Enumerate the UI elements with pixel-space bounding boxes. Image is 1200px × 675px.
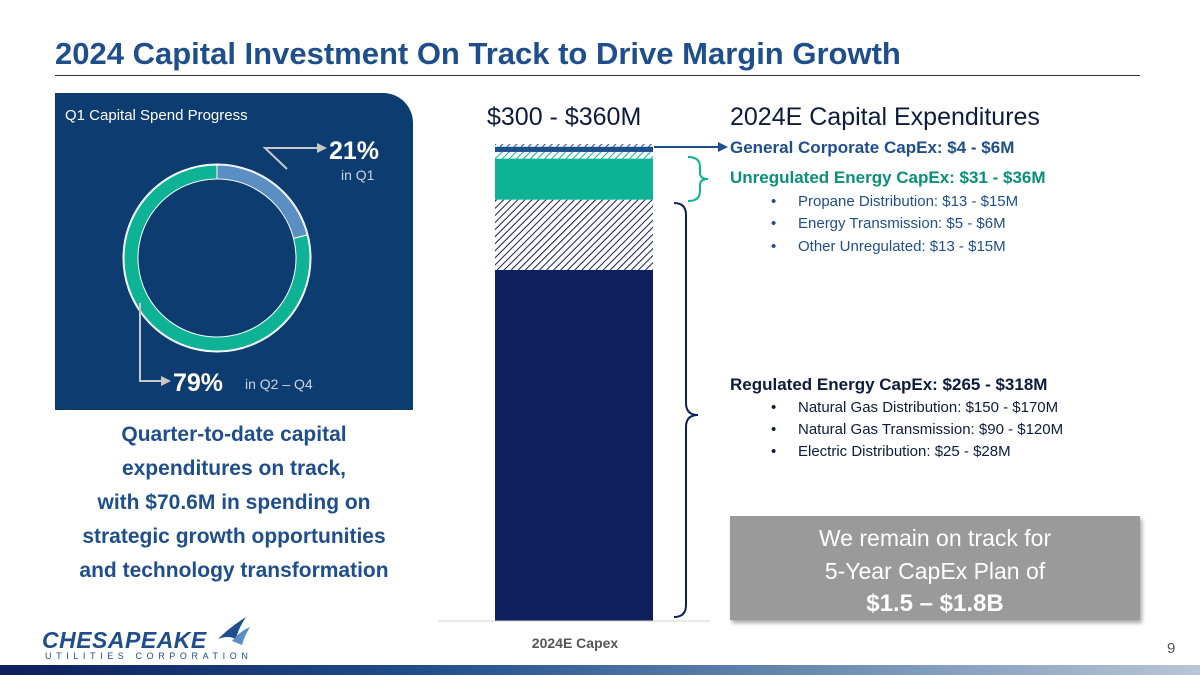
callout-line-2: 5-Year CapEx Plan of (824, 558, 1046, 584)
q1-spend-panel: Q1 Capital Spend Progress 21% in Q1 79% … (55, 93, 413, 410)
callout-line-3: $1.5 – $1.8B (866, 590, 1004, 617)
regulated-item: Natural Gas Transmission: $90 - $120M (798, 421, 1064, 438)
unregulated-item: Energy Transmission: $5 - $6M (798, 215, 1006, 232)
q1-connector-line (262, 147, 317, 170)
rest-percent-label: in Q2 – Q4 (245, 376, 313, 392)
donut-slice-q2-q4 (123, 164, 311, 352)
general-corporate-label: General Corporate CapEx: $4 - $6M (730, 138, 1015, 157)
quote-line: expenditures on track, (121, 457, 347, 480)
unregulated-brace (687, 156, 709, 202)
quote-line: Quarter-to-date capital (121, 423, 347, 446)
bullet-icon: • (771, 193, 777, 210)
q1-percent-label: in Q1 (341, 167, 375, 183)
footer-gradient-bar (0, 665, 1200, 675)
regulated-brace (673, 202, 699, 618)
bar-segment-general-low (495, 146, 653, 152)
title-divider (55, 75, 1140, 76)
quote-line: with $70.6M in spending on (97, 491, 371, 514)
quote-line: and technology transformation (79, 559, 389, 582)
bar-segment-unregulated-low (495, 158, 653, 200)
regulated-item: Natural Gas Distribution: $150 - $170M (798, 399, 1059, 416)
rest-connector-arrow (161, 376, 171, 386)
unregulated-label: Unregulated Energy CapEx: $31 - $36M (730, 168, 1046, 187)
bar-segment-unregulated-range (495, 151, 653, 159)
capex-range-label: $300 - $360M (487, 103, 642, 131)
bullet-icon: • (771, 399, 777, 416)
bar-segment-regulated-low (495, 269, 653, 621)
rest-percent: 79% (173, 369, 224, 397)
regulated-item: Electric Distribution: $25 - $28M (798, 443, 1011, 460)
panel-heading: Q1 Capital Spend Progress (65, 107, 248, 124)
capex-stacked-bar-chart: 2024E Capex (438, 142, 728, 651)
bar-segment-general-range (495, 144, 653, 147)
q1-connector-arrow (317, 143, 327, 153)
quote-line: strategic growth opportunities (82, 525, 386, 548)
rest-connector-line (139, 303, 161, 382)
logo-subtitle: UTILITIES CORPORATION (45, 651, 253, 661)
callout-line-1: We remain on track for (818, 525, 1052, 551)
bullet-icon: • (771, 421, 777, 438)
five-year-plan-callout: We remain on track for 5-Year CapEx Plan… (730, 516, 1140, 620)
unregulated-item: Propane Distribution: $13 - $15M (798, 193, 1019, 210)
bar-segment-regulated-range (495, 199, 653, 270)
regulated-label: Regulated Energy CapEx: $265 - $318M (730, 375, 1048, 394)
donut-slice-q1 (216, 164, 308, 239)
x-tick-label: 2024E Capex (532, 635, 619, 651)
bullet-icon: • (771, 443, 777, 460)
page-title: 2024 Capital Investment On Track to Driv… (55, 36, 901, 71)
quarter-summary-text: Quarter-to-date capital expenditures on … (55, 418, 413, 588)
capex-heading: 2024E Capital Expenditures (730, 103, 1040, 131)
bullet-icon: • (771, 238, 777, 255)
q1-donut-chart (122, 143, 327, 386)
q1-percent: 21% (329, 137, 380, 165)
unregulated-item: Other Unregulated: $13 - $15M (798, 238, 1006, 255)
bullet-icon: • (771, 215, 777, 232)
chesapeake-bird-icon (218, 617, 250, 645)
logo-wordmark: CHESAPEAKE (42, 627, 207, 653)
page-number: 9 (1167, 640, 1176, 657)
general-pointer-arrow (718, 142, 728, 152)
